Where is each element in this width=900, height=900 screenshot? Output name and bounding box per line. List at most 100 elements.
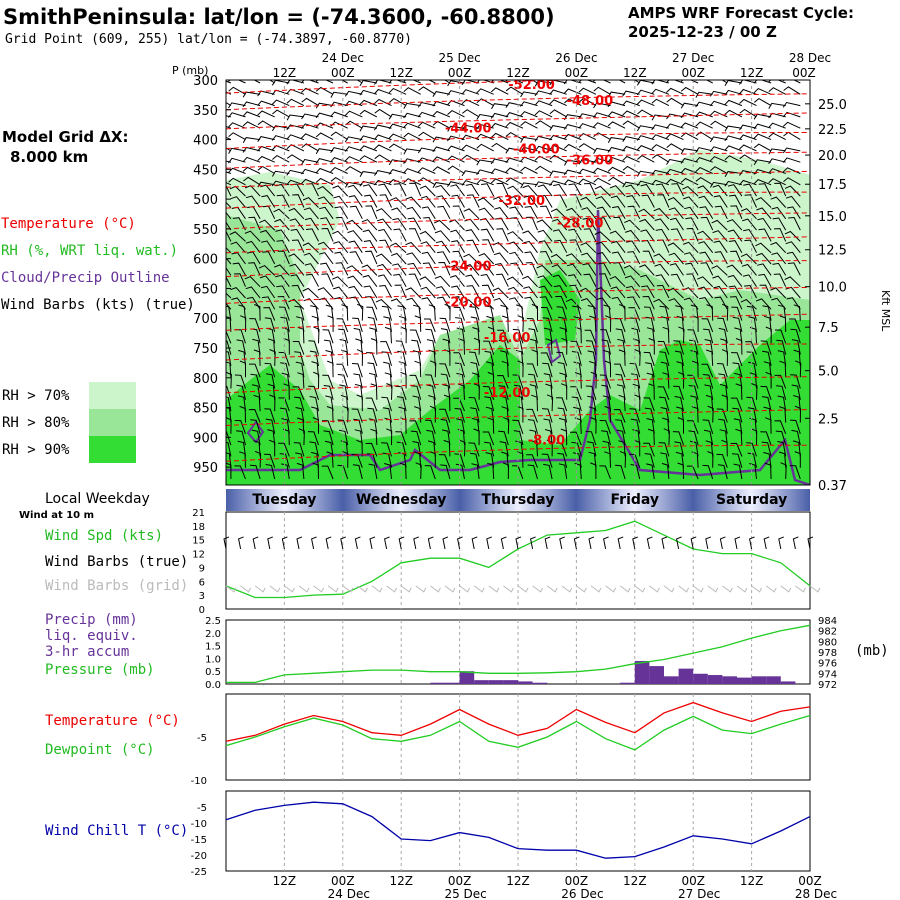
wind-barb bbox=[786, 297, 801, 310]
wind-barb bbox=[226, 101, 232, 107]
wind-barb bbox=[795, 360, 802, 378]
wind-barb bbox=[264, 408, 276, 423]
height-tick: 10.0 bbox=[818, 281, 847, 296]
wind-barb bbox=[315, 112, 334, 119]
wind-barb bbox=[317, 287, 334, 299]
wind-barb bbox=[539, 296, 553, 310]
wind-barb bbox=[229, 231, 246, 242]
wind-barb bbox=[777, 304, 787, 321]
wind-barb bbox=[560, 383, 568, 400]
wind-barb bbox=[724, 145, 743, 152]
wind-barb bbox=[239, 451, 246, 468]
wind-barb bbox=[455, 317, 465, 333]
wind-barb bbox=[283, 383, 290, 400]
precip-bar bbox=[707, 675, 723, 684]
wind-barb bbox=[551, 264, 568, 276]
wind-barb bbox=[578, 97, 597, 107]
wind-barb bbox=[607, 111, 626, 118]
wind-barb bbox=[578, 133, 597, 141]
wind-barb bbox=[257, 120, 275, 129]
wind-barb bbox=[496, 228, 509, 242]
wind-barb bbox=[363, 240, 378, 253]
precip-ytick: 2.0 bbox=[205, 629, 221, 640]
wind-barb bbox=[613, 408, 626, 423]
isotherm-line bbox=[226, 376, 810, 394]
wind-barb bbox=[622, 165, 640, 174]
wind-barb bbox=[230, 287, 246, 299]
wind-barb bbox=[622, 136, 640, 142]
wind-barb bbox=[507, 231, 524, 242]
wind-barb bbox=[490, 112, 509, 119]
wind-barb bbox=[713, 240, 728, 253]
wind-barb bbox=[513, 384, 524, 400]
height-tick: 17.5 bbox=[818, 178, 847, 193]
wind-barb bbox=[675, 451, 684, 468]
wind-barb bbox=[275, 274, 290, 287]
wind-barb bbox=[751, 428, 758, 446]
wind-barb bbox=[740, 299, 757, 310]
wind-barb bbox=[397, 305, 407, 321]
wind-barb bbox=[444, 303, 451, 321]
wind-barb bbox=[732, 407, 743, 423]
wind-barb bbox=[517, 360, 524, 378]
wind-barb bbox=[764, 462, 772, 480]
wind-barb bbox=[296, 462, 305, 480]
wind-barb bbox=[770, 287, 787, 299]
wind-barb bbox=[701, 318, 714, 333]
wind-barb bbox=[471, 372, 480, 389]
wind-barb bbox=[257, 155, 275, 163]
wind-barb bbox=[249, 363, 261, 378]
wind-barb bbox=[515, 440, 524, 457]
wind-barb bbox=[719, 429, 728, 446]
wind-barb bbox=[524, 251, 538, 265]
wind-barb bbox=[746, 396, 757, 412]
wind-barb bbox=[770, 196, 787, 208]
rh-legend: RH (%, WRT liq. wat.) bbox=[1, 243, 179, 259]
wind-barb bbox=[465, 274, 480, 287]
wind-barb-true bbox=[325, 536, 332, 550]
wind-barb bbox=[476, 143, 494, 152]
wind-barb bbox=[610, 195, 626, 208]
wind-barb bbox=[557, 362, 568, 378]
wind-barb bbox=[550, 253, 568, 265]
pressure-tick: 900 bbox=[193, 431, 218, 446]
wind-barb-true bbox=[384, 536, 390, 550]
wind-barb bbox=[778, 451, 787, 468]
wind-barb bbox=[280, 316, 290, 333]
wind-barb bbox=[452, 205, 465, 220]
wind-barb bbox=[289, 263, 305, 276]
wind-barb bbox=[269, 394, 276, 412]
wind-barb bbox=[569, 284, 582, 299]
top-date-label: 25 Dec bbox=[438, 51, 480, 65]
rh90-swatch bbox=[89, 436, 136, 463]
wind-barb bbox=[486, 315, 495, 332]
wind-barb bbox=[484, 350, 495, 367]
wind-barb bbox=[558, 463, 568, 480]
wind-barb-grid bbox=[663, 585, 675, 593]
wind-barb bbox=[593, 167, 611, 174]
wind-barb bbox=[561, 337, 568, 355]
wind-barb bbox=[288, 207, 305, 220]
wind-barb bbox=[226, 211, 232, 220]
wind-barb bbox=[753, 159, 772, 166]
wind-barb bbox=[447, 165, 465, 174]
isotherm-line bbox=[226, 132, 810, 149]
wind-barb bbox=[701, 363, 714, 378]
wind-barb bbox=[412, 441, 422, 457]
wind-barb bbox=[623, 265, 641, 276]
wind-barb-true bbox=[632, 536, 638, 550]
wind-barb bbox=[258, 265, 276, 276]
wind-barb bbox=[453, 306, 465, 321]
pressure-ytick: 982 bbox=[818, 627, 837, 638]
isotherm-line bbox=[226, 313, 810, 331]
wind-barb bbox=[359, 155, 378, 163]
wind-barb bbox=[267, 383, 276, 400]
wind-barb bbox=[454, 453, 465, 468]
wind-barb bbox=[557, 407, 568, 423]
wind-barb bbox=[226, 351, 232, 366]
wind-barb bbox=[347, 184, 363, 197]
wind-barb bbox=[560, 428, 568, 446]
wind-barb-true bbox=[486, 536, 492, 550]
wind-barb bbox=[667, 197, 684, 208]
wind-barb bbox=[534, 145, 553, 152]
